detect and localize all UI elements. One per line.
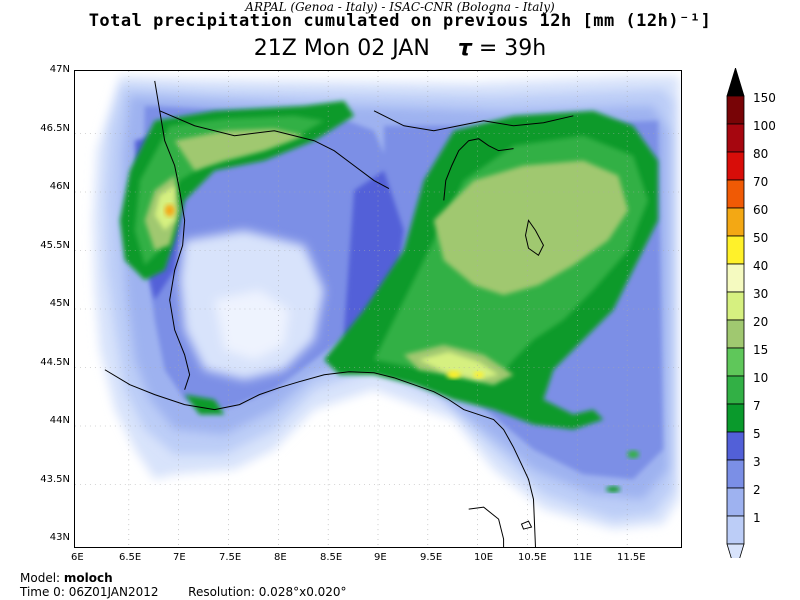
colorbar-box [726, 95, 745, 125]
lat-label: 47N [49, 64, 70, 75]
colorbar-box [726, 291, 745, 321]
tau-symbol: τ [457, 36, 472, 61]
precip-max-4 [627, 450, 640, 459]
lat-label: 46.5N [40, 123, 70, 134]
border-austria [373, 110, 574, 132]
colorbar-box [726, 431, 745, 461]
colorbar-box [726, 515, 745, 545]
lon-label: 7E [173, 552, 186, 563]
colorbar-box [726, 263, 745, 293]
lon-label: 11E [573, 552, 593, 563]
model-label: Model: [20, 571, 61, 585]
precip-light-area-2 [214, 290, 290, 360]
precipitation-map [74, 70, 682, 548]
coastlines-and-borders [104, 80, 574, 547]
coastline-ligurian [104, 369, 536, 547]
colorbar-box [726, 403, 745, 433]
colorbar-bottom-triangle [726, 543, 745, 558]
lon-label: 7.5E [219, 552, 242, 563]
colorbar-label: 5 [753, 427, 761, 441]
lon-label: 8E [274, 552, 287, 563]
model-info: Model: moloch Time 0: 06Z01JAN2012 Resol… [20, 571, 347, 599]
colorbar-box [726, 459, 745, 489]
coastline-adriatic [443, 138, 514, 201]
lon-label: 6.5E [119, 552, 142, 563]
valid-time-text: 21Z Mon 02 JAN [253, 36, 430, 61]
precip-level-30 [154, 185, 499, 380]
lat-label: 43N [49, 532, 70, 543]
model-value: moloch [63, 571, 113, 585]
colorbar-box [726, 375, 745, 405]
border-france-italy [154, 80, 191, 390]
lat-label: 43.5N [40, 474, 70, 485]
lake-garda [525, 219, 545, 256]
colorbar-label: 15 [753, 343, 769, 357]
lon-label: 11.5E [617, 552, 646, 563]
colorbar-box [726, 151, 745, 181]
lat-label: 46N [49, 181, 70, 192]
lon-label: 10.5E [518, 552, 547, 563]
colorbar-label: 1 [753, 511, 761, 525]
colorbar [726, 68, 745, 558]
colorbar-label: 20 [753, 315, 769, 329]
time0-label: Time 0: [20, 585, 65, 599]
lat-label: 44N [49, 415, 70, 426]
colorbar-label: 50 [753, 231, 769, 245]
colorbar-label: 80 [753, 147, 769, 161]
precip-max-3 [164, 204, 175, 217]
colorbar-label: 30 [753, 287, 769, 301]
colorbar-box [726, 319, 745, 349]
precip-field [92, 75, 680, 530]
precip-level-20 [144, 128, 629, 385]
coastline-corsica [468, 506, 505, 547]
lon-label: 8.5E [320, 552, 343, 563]
colorbar-label: 100 [753, 119, 776, 133]
lat-label: 44.5N [40, 357, 70, 368]
chart-title: Total precipitation cumulated on previou… [88, 11, 712, 31]
precip-max-5 [606, 486, 621, 493]
border-switzerland [159, 110, 390, 189]
lon-label: 9E [374, 552, 387, 563]
colorbar-label: 2 [753, 483, 761, 497]
organizations-line: ARPAL (Genoa - Italy) - ISAC-CNR (Bologn… [245, 0, 555, 14]
colorbar-label: 150 [753, 91, 776, 105]
valid-time: 21Z Mon 02 JAN τ = 39h [0, 36, 800, 61]
colorbar-box [726, 179, 745, 209]
precip-max-2 [473, 371, 484, 378]
colorbar-label: 3 [753, 455, 761, 469]
colorbar-box [726, 235, 745, 265]
resolution-label: Resolution: [188, 585, 255, 599]
time0-line: Time 0: 06Z01JAN2012 Resolution: 0.028°x… [20, 585, 347, 599]
colorbar-box [726, 123, 745, 153]
precip-max-1 [446, 370, 461, 379]
coastline-elba [520, 520, 533, 530]
colorbar-label: 70 [753, 175, 769, 189]
colorbar-box [726, 207, 745, 237]
colorbar-top-triangle [726, 68, 745, 97]
colorbar-label: 60 [753, 203, 769, 217]
colorbar-box [726, 487, 745, 517]
lon-label: 10E [474, 552, 494, 563]
colorbar-label: 7 [753, 399, 761, 413]
time0-value: 06Z01JAN2012 [68, 585, 159, 599]
model-line: Model: moloch [20, 571, 347, 585]
colorbar-label: 10 [753, 371, 769, 385]
lat-label: 45.5N [40, 240, 70, 251]
lon-label: 6E [71, 552, 84, 563]
colorbar-box [726, 347, 745, 377]
colorbar-label: 40 [753, 259, 769, 273]
lat-label: 45N [49, 298, 70, 309]
tau-value: = 39h [478, 36, 547, 61]
lon-label: 9.5E [420, 552, 443, 563]
resolution-value: 0.028°x0.020° [258, 585, 347, 599]
